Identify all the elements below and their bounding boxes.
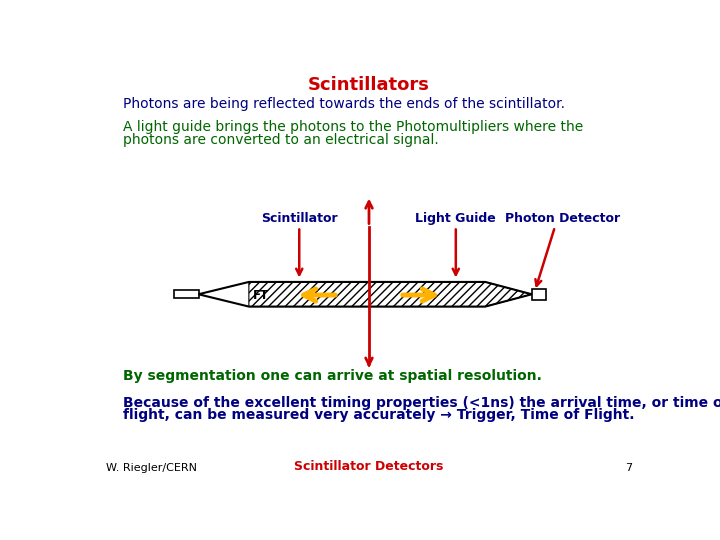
Text: By segmentation one can arrive at spatial resolution.: By segmentation one can arrive at spatia… <box>122 369 541 383</box>
Polygon shape <box>199 282 532 307</box>
Bar <box>532 289 546 300</box>
Text: Scintillator Detectors: Scintillator Detectors <box>294 460 444 473</box>
Text: Because of the excellent timing properties (<1ns) the arrival time, or time of: Because of the excellent timing properti… <box>122 396 720 410</box>
Text: Photons are being reflected towards the ends of the scintillator.: Photons are being reflected towards the … <box>122 97 564 111</box>
Text: photons are converted to an electrical signal.: photons are converted to an electrical s… <box>122 132 438 146</box>
Text: FT: FT <box>253 288 269 301</box>
Text: Light Guide: Light Guide <box>415 212 496 225</box>
Bar <box>174 291 199 298</box>
Polygon shape <box>249 282 532 307</box>
Text: A light guide brings the photons to the Photomultipliers where the: A light guide brings the photons to the … <box>122 120 582 134</box>
Text: Scintillator: Scintillator <box>261 212 338 225</box>
Text: Scintillators: Scintillators <box>308 76 430 93</box>
Text: Photon Detector: Photon Detector <box>505 212 621 225</box>
Text: 7: 7 <box>626 463 632 473</box>
Text: W. Riegler/CERN: W. Riegler/CERN <box>106 463 197 473</box>
Text: flight, can be measured very accurately → Trigger, Time of Flight.: flight, can be measured very accurately … <box>122 408 634 422</box>
